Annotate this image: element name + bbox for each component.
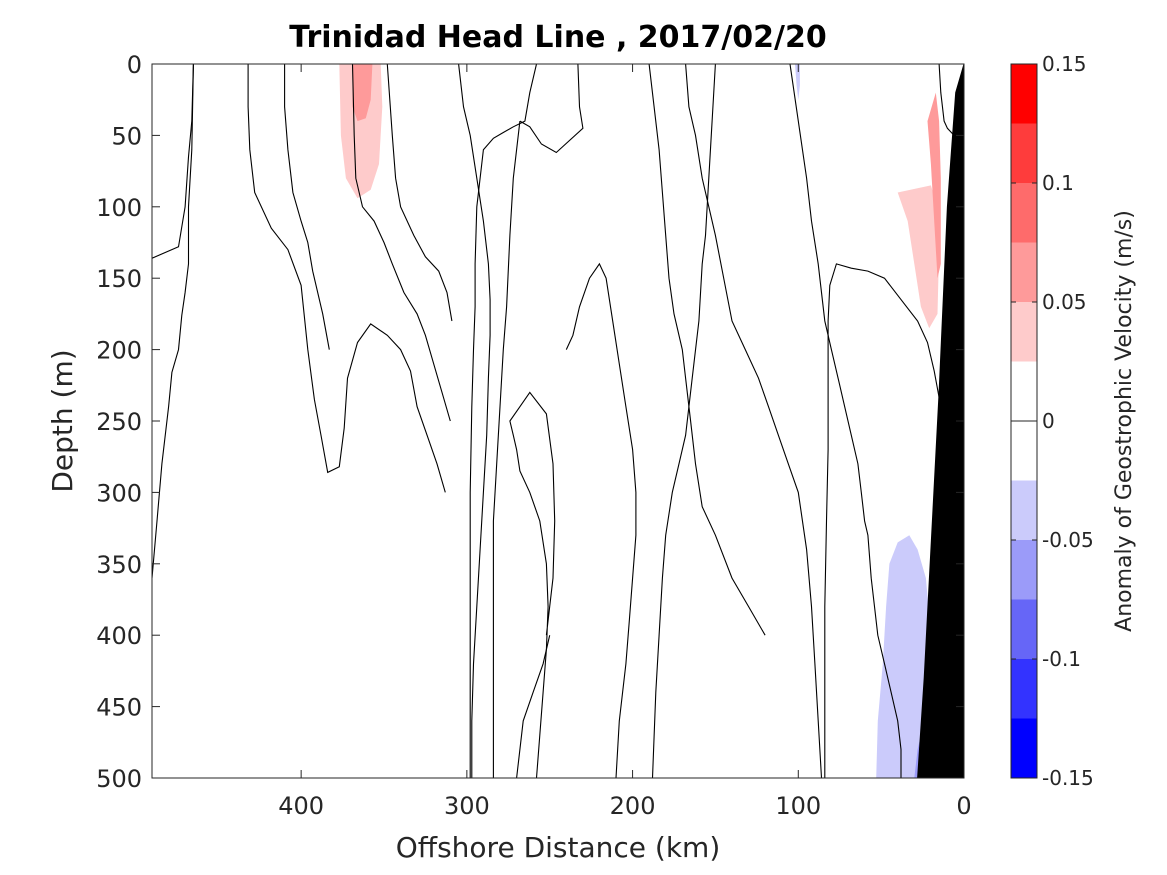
colorbar-swatch <box>1011 361 1037 421</box>
zero-contour-line-15 <box>565 262 637 778</box>
zero-contour-line-5 <box>458 64 491 778</box>
contour-fill-positive-8 <box>927 92 941 279</box>
zero-contour-lines <box>152 64 955 778</box>
zero-contour-line-18 <box>938 64 955 136</box>
contour-fill-negative-19 <box>400 64 459 164</box>
contour-fill-negative-27 <box>949 64 961 86</box>
y-tick-label: 150 <box>96 265 142 293</box>
plot-area <box>151 63 965 779</box>
zero-contour-line-1 <box>247 64 446 493</box>
y-tick-label: 100 <box>96 194 142 222</box>
zero-contour-line-6 <box>152 64 194 579</box>
contour-fill-positive-16 <box>589 692 608 778</box>
colorbar-tick-label: 0 <box>1042 409 1055 433</box>
zero-contour-line-11 <box>685 64 823 778</box>
contour-fill-negative-24 <box>876 535 935 778</box>
colorbar-swatches <box>1011 64 1037 778</box>
y-tick-label: 50 <box>111 122 142 150</box>
zero-contour-line-7 <box>469 64 538 778</box>
zero-contour-line-2 <box>284 64 330 350</box>
y-tick-label: 450 <box>96 694 142 722</box>
colorbar-ticks: 0.15 0.1 0.05 0 -0.05 -0.1 -0.15 <box>1011 52 1094 790</box>
zero-contour-line-3 <box>351 64 451 422</box>
zero-contour-line-13 <box>509 391 556 778</box>
x-axis: 400 300 200 100 0 <box>278 64 972 820</box>
filled-contours <box>152 64 961 778</box>
x-axis-label: Offshore Distance (km) <box>396 831 721 864</box>
colorbar: 0.15 0.1 0.05 0 -0.05 -0.1 -0.15 Anomaly of Ge… <box>1010 52 1137 790</box>
colorbar-tick-label: -0.15 <box>1042 766 1094 790</box>
zero-contour-line-16 <box>789 64 902 778</box>
seafloor-mask <box>917 64 964 778</box>
colorbar-swatch <box>1011 421 1037 481</box>
zero-contour-line-9 <box>492 121 521 778</box>
contour-fill-negative-22 <box>795 64 800 100</box>
zero-contour-line-17 <box>824 263 942 778</box>
y-tick-label: 200 <box>96 337 142 365</box>
contour-fill-negative-20 <box>596 64 650 150</box>
contour-fill-positive-7 <box>897 185 940 329</box>
zero-contour-line-14 <box>516 635 551 778</box>
y-axis-label: Depth (m) <box>46 349 79 492</box>
colorbar-swatch <box>1011 480 1037 540</box>
contour-fill-positive-10 <box>258 64 268 139</box>
x-tick-label: 0 <box>956 792 971 820</box>
colorbar-swatch <box>1011 599 1037 659</box>
contour-fill-negative-17 <box>215 64 222 136</box>
y-tick-label: 500 <box>96 765 142 793</box>
zero-contour-line-10 <box>648 64 766 636</box>
colorbar-swatch <box>1011 718 1037 778</box>
colorbar-tick-label: -0.05 <box>1042 528 1094 552</box>
colorbar-swatch <box>1011 183 1037 243</box>
y-axis: 0 50 100 150 200 250 300 350 400 450 500 <box>96 51 964 793</box>
contour-fill-negative-18 <box>216 149 222 200</box>
contour-fill-negative-26 <box>321 492 388 778</box>
chart-title: Trinidad Head Line , 2017/02/20 <box>289 20 826 55</box>
colorbar-label: Anomaly of Geostrophic Velocity (m/s) <box>1112 210 1137 632</box>
y-tick-label: 0 <box>127 51 142 79</box>
plot-background <box>152 64 964 778</box>
colorbar-swatch <box>1011 242 1037 302</box>
colorbar-tick-label: 0.05 <box>1042 290 1087 314</box>
colorbar-swatch <box>1011 659 1037 719</box>
contour-fill-positive-15 <box>765 639 802 778</box>
colorbar-tick-label: 0.15 <box>1042 52 1087 76</box>
colorbar-tick-label: 0.1 <box>1042 171 1074 195</box>
zero-contour-line-4 <box>386 64 453 322</box>
y-tick-label: 350 <box>96 551 142 579</box>
x-tick-label: 300 <box>444 792 490 820</box>
x-tick-label: 100 <box>775 792 821 820</box>
y-tick-label: 300 <box>96 479 142 507</box>
zero-contour-line-12 <box>651 64 716 778</box>
y-tick-label: 250 <box>96 408 142 436</box>
x-tick-label: 400 <box>278 792 324 820</box>
contour-fill-positive-14 <box>674 64 686 143</box>
seafloor-bathymetry <box>917 64 964 778</box>
colorbar-swatch <box>1011 540 1037 600</box>
contour-fill-positive-9 <box>152 64 179 196</box>
colorbar-swatch <box>1011 123 1037 183</box>
colorbar-swatch <box>1011 302 1037 362</box>
colorbar-tick-label: -0.1 <box>1042 647 1081 671</box>
zero-contour-line-8 <box>519 64 584 154</box>
colorbar-swatch <box>1011 64 1037 124</box>
contour-fill-negative-21 <box>732 64 819 250</box>
y-tick-label: 400 <box>96 622 142 650</box>
x-tick-label: 200 <box>610 792 656 820</box>
